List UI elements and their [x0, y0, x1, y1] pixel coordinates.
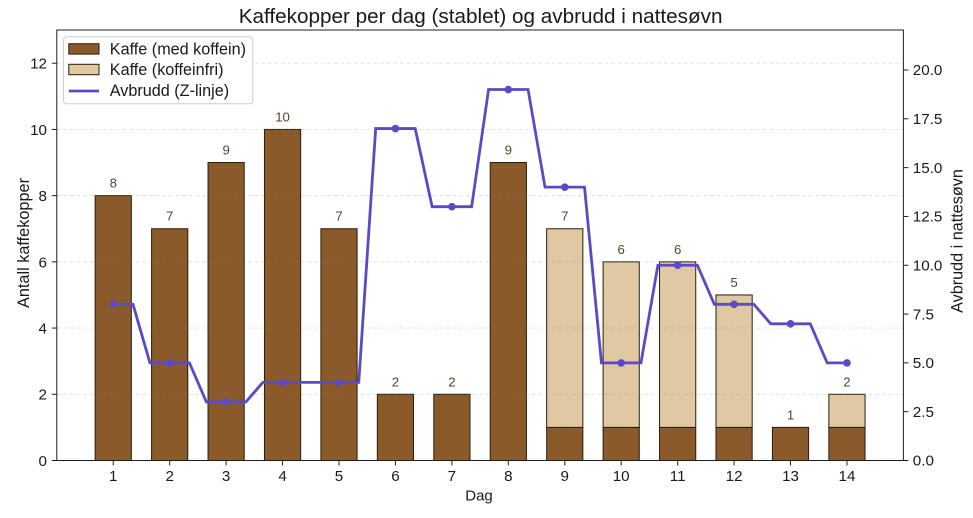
svg-text:Avbrudd (Z-linje): Avbrudd (Z-linje) [110, 82, 229, 100]
svg-text:Kaffe (koffeinfri): Kaffe (koffeinfri) [110, 61, 224, 79]
svg-text:8: 8 [110, 176, 117, 191]
svg-text:3: 3 [222, 468, 230, 485]
svg-text:Dag: Dag [465, 487, 493, 504]
svg-text:9: 9 [222, 143, 229, 158]
svg-text:9: 9 [505, 143, 512, 158]
svg-text:4: 4 [278, 468, 286, 485]
svg-text:15.0: 15.0 [913, 160, 943, 177]
svg-text:5: 5 [335, 468, 343, 485]
svg-text:0: 0 [39, 453, 47, 470]
svg-text:0.0: 0.0 [913, 453, 934, 470]
svg-text:5.0: 5.0 [913, 355, 934, 372]
svg-text:10: 10 [613, 468, 630, 485]
svg-text:14: 14 [839, 468, 856, 485]
svg-text:9: 9 [561, 468, 569, 485]
svg-text:7: 7 [561, 209, 568, 224]
svg-text:2: 2 [39, 387, 47, 404]
svg-text:6: 6 [391, 468, 399, 485]
svg-text:2: 2 [165, 468, 173, 485]
svg-text:20.0: 20.0 [913, 62, 943, 79]
svg-text:Antall kaffekopper: Antall kaffekopper [15, 177, 33, 308]
svg-text:8: 8 [504, 468, 512, 485]
svg-text:2: 2 [392, 374, 399, 389]
svg-text:4: 4 [39, 320, 47, 337]
svg-text:Avbrudd i nattesøvn: Avbrudd i nattesøvn [949, 169, 967, 313]
svg-text:17.5: 17.5 [913, 111, 943, 128]
svg-text:1: 1 [109, 468, 117, 485]
svg-text:10: 10 [275, 109, 290, 124]
svg-text:11: 11 [670, 468, 686, 485]
svg-text:2.5: 2.5 [913, 404, 934, 421]
svg-text:7: 7 [166, 209, 173, 224]
svg-text:13: 13 [782, 468, 799, 485]
svg-text:6: 6 [618, 242, 625, 257]
svg-text:6: 6 [39, 254, 47, 271]
svg-text:12: 12 [30, 56, 47, 73]
svg-text:2: 2 [448, 374, 455, 389]
svg-text:10.0: 10.0 [913, 257, 943, 274]
svg-text:Kaffekopper per dag (stablet): Kaffekopper per dag (stablet) og avbrudd… [239, 5, 723, 28]
svg-text:8: 8 [39, 188, 47, 205]
svg-text:6: 6 [674, 242, 681, 257]
svg-text:1: 1 [787, 407, 794, 422]
svg-text:Kaffe (med koffein): Kaffe (med koffein) [110, 40, 246, 58]
svg-text:10: 10 [30, 122, 47, 139]
svg-text:12: 12 [726, 468, 743, 485]
svg-text:7: 7 [448, 468, 456, 485]
svg-text:7.5: 7.5 [913, 306, 934, 323]
svg-text:5: 5 [730, 275, 737, 290]
svg-text:2: 2 [843, 374, 850, 389]
svg-text:7: 7 [335, 209, 342, 224]
svg-text:12.5: 12.5 [913, 209, 943, 226]
